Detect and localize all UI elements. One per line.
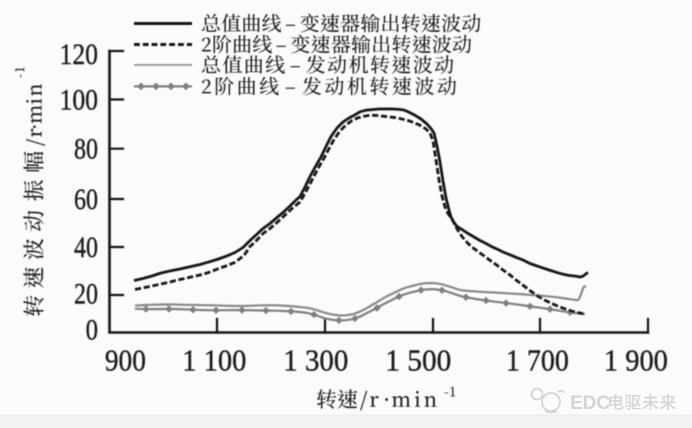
svg-text:1 500: 1 500 [385, 343, 451, 378]
svg-text:120: 120 [60, 38, 99, 71]
svg-text:EDC: EDC [570, 393, 610, 414]
svg-text:1 900: 1 900 [604, 343, 668, 378]
svg-text:20: 20 [74, 278, 98, 311]
svg-text:1 100: 1 100 [182, 343, 246, 378]
svg-text:1 300: 1 300 [283, 343, 348, 378]
svg-text:900: 900 [105, 343, 146, 378]
svg-text:0: 0 [86, 314, 98, 347]
svg-text:60: 60 [74, 183, 98, 216]
svg-text:1 700: 1 700 [506, 343, 569, 378]
svg-text:80: 80 [74, 133, 98, 166]
svg-text:40: 40 [74, 231, 98, 264]
svg-text:100: 100 [60, 84, 99, 117]
